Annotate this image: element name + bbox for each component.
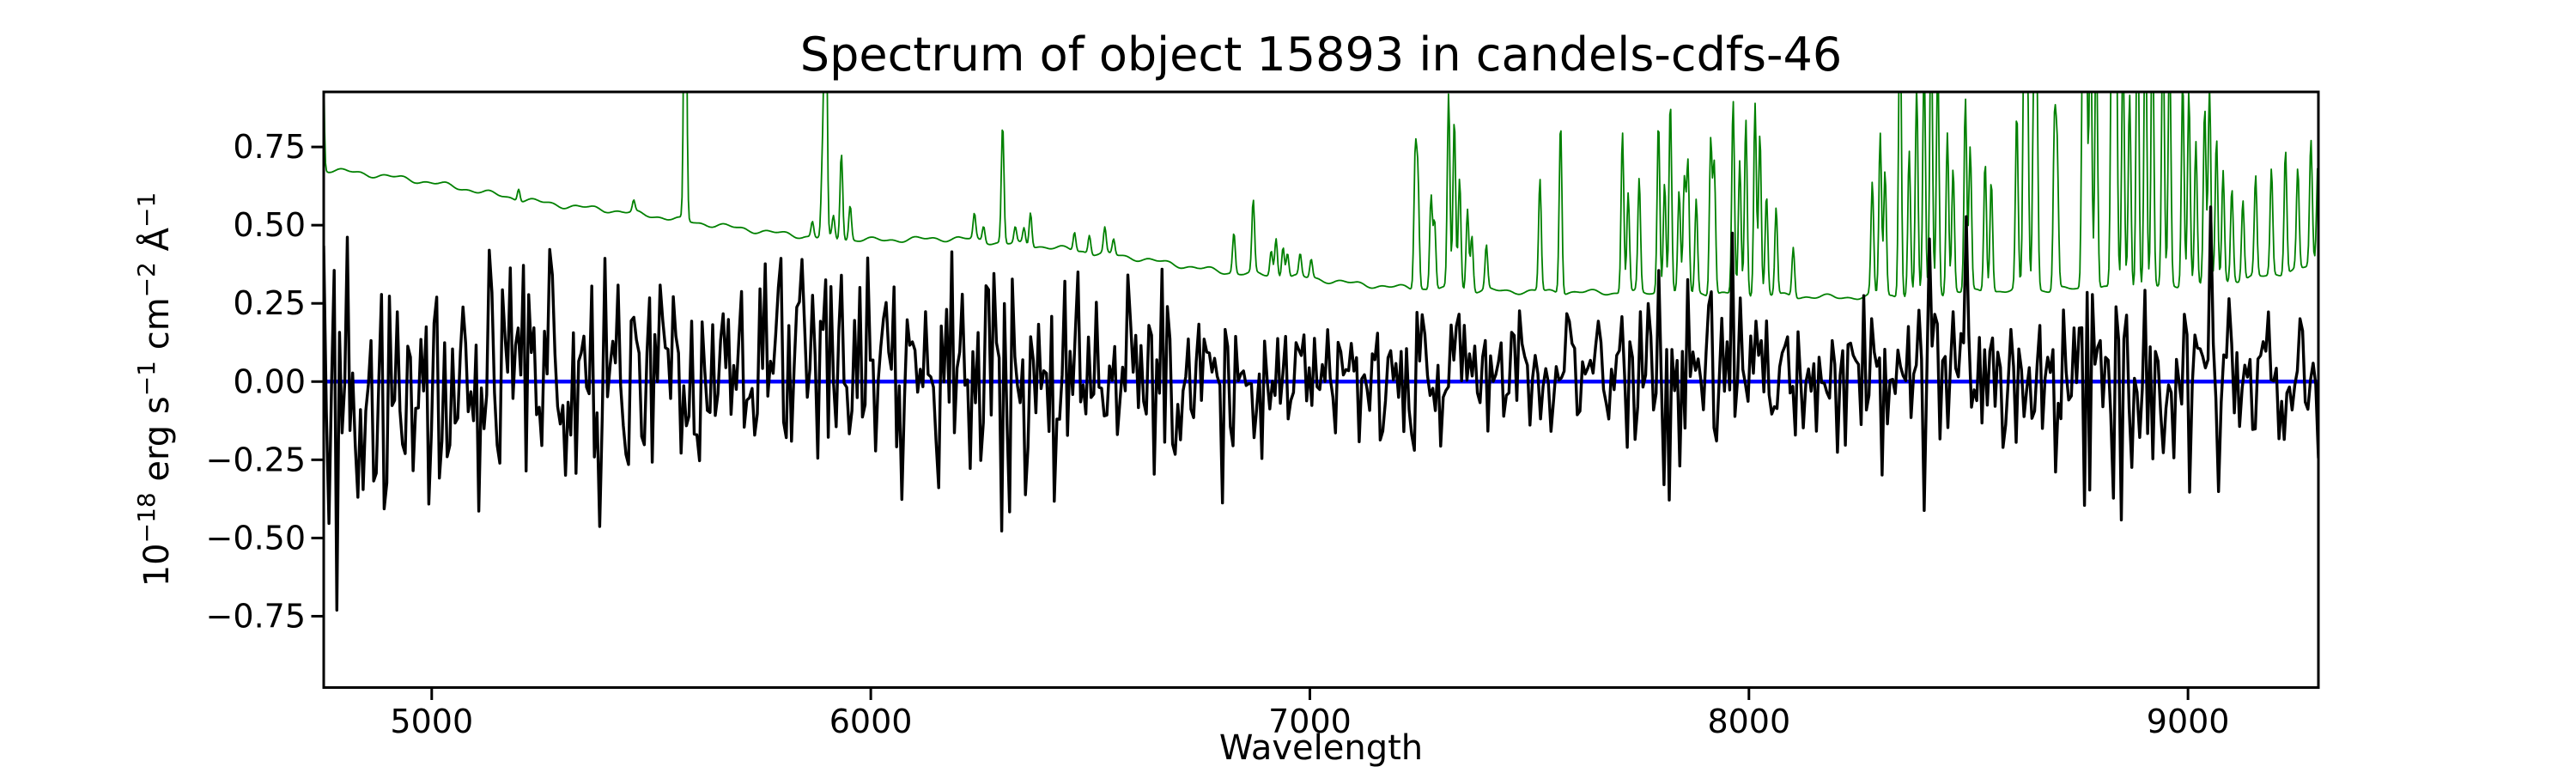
x-axis-label: Wavelength: [1219, 728, 1423, 768]
x-tick-label: 5000: [390, 703, 473, 740]
y-tick-label: −0.25: [206, 441, 306, 478]
y-tick-label: 0.00: [233, 362, 306, 400]
y-tick-label: 0.50: [233, 206, 306, 244]
x-tick-label: 7000: [1268, 703, 1352, 740]
x-tick-label: 6000: [829, 703, 913, 740]
chart-title: Spectrum of object 15893 in candels-cdfs…: [800, 27, 1842, 82]
y-tick-label: −0.75: [206, 597, 306, 635]
x-tick-label: 8000: [1707, 703, 1790, 740]
y-tick-label: −0.50: [206, 519, 306, 557]
x-tick-label: 9000: [2147, 703, 2230, 740]
y-axis-label: 10−18 erg s−1 cm−2 Å−1: [132, 192, 177, 587]
y-tick-label: 0.25: [233, 284, 306, 322]
flux-spectrum-line: [324, 205, 2318, 612]
sky-spectrum-line: [324, 92, 2318, 301]
plot-border: [322, 90, 2320, 689]
y-tick-label: 0.75: [233, 128, 306, 166]
plot-area: 5000 6000 7000 8000 9000 −0.75 −0.50 −0.25 0.00 0…: [206, 90, 2320, 740]
